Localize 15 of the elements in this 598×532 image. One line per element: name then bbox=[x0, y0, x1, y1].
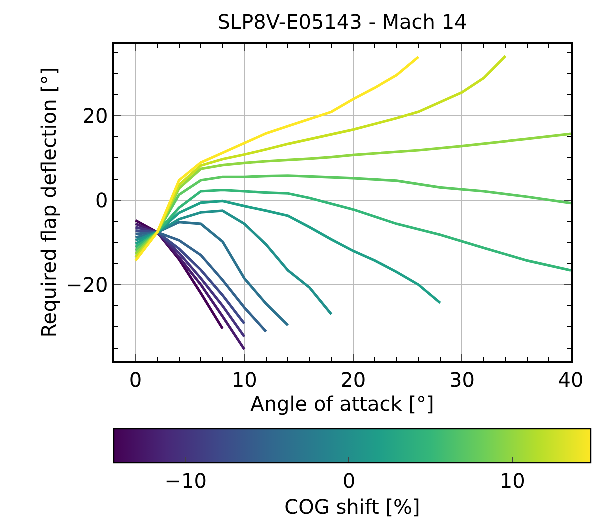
color-bar-label: 0 bbox=[342, 469, 356, 494]
x-tick-label: 40 bbox=[558, 368, 584, 392]
x-tick-label: 0 bbox=[129, 368, 142, 392]
y-tick-label: 0 bbox=[96, 188, 108, 212]
color-bar-title: COG shift [%] bbox=[284, 495, 420, 520]
x-tick-label: 20 bbox=[340, 368, 366, 392]
x-tick-label: 10 bbox=[232, 368, 258, 392]
chart-title: SLP8V-E05143 - Mach 14 bbox=[218, 10, 468, 34]
color-bar-label: −10 bbox=[164, 469, 207, 494]
x-tick-label: 30 bbox=[449, 368, 475, 392]
y-tick-label: −20 bbox=[66, 272, 108, 297]
color-bar-label: 10 bbox=[500, 469, 526, 494]
y-axis-title: Required flap deflection [°] bbox=[37, 67, 62, 338]
x-axis-title: Angle of attack [°] bbox=[250, 392, 434, 416]
y-tick-label: 20 bbox=[82, 104, 108, 128]
